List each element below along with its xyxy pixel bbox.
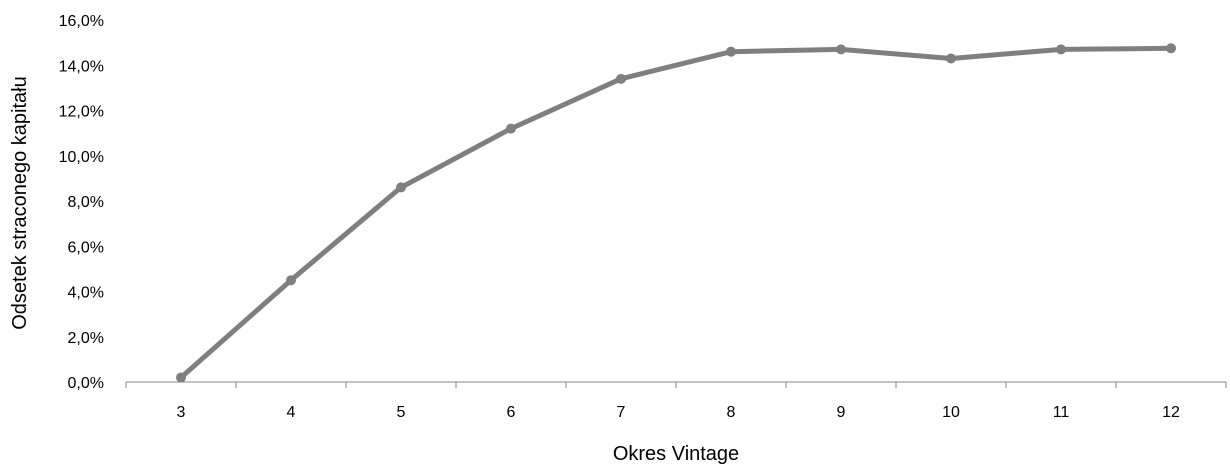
y-axis: 0,0% 2,0% 4,0% 6,0% 8,0% 10,0% 12,0% 14,0% 16,0% bbox=[59, 13, 104, 392]
x-tick-label: 10 bbox=[942, 404, 960, 421]
x-tick-label: 12 bbox=[1162, 404, 1180, 421]
data-point bbox=[506, 123, 516, 134]
y-tick-label: 8,0% bbox=[68, 194, 104, 211]
x-tick-label: 4 bbox=[287, 404, 296, 421]
data-point bbox=[396, 182, 406, 193]
y-tick-label: 0,0% bbox=[68, 375, 104, 392]
x-axis-title: Okres Vintage bbox=[613, 443, 739, 465]
y-tick-label: 14,0% bbox=[59, 58, 104, 75]
data-point bbox=[286, 275, 296, 286]
data-point bbox=[176, 372, 186, 383]
data-point bbox=[1166, 43, 1176, 54]
y-tick-label: 2,0% bbox=[68, 330, 104, 347]
y-tick-label: 12,0% bbox=[59, 104, 104, 121]
y-tick-label: 6,0% bbox=[68, 239, 104, 256]
y-axis-title: Odsetek straconego kapitału bbox=[9, 76, 31, 330]
data-point bbox=[616, 73, 626, 84]
x-tick-label: 8 bbox=[727, 404, 736, 421]
x-tick-label: 11 bbox=[1053, 404, 1070, 421]
data-point bbox=[946, 53, 956, 64]
x-tick-label: 9 bbox=[837, 404, 846, 421]
y-tick-label: 4,0% bbox=[68, 285, 104, 302]
series-layer bbox=[176, 43, 1176, 383]
y-tick-label: 10,0% bbox=[59, 149, 104, 166]
y-tick-label: 16,0% bbox=[59, 13, 104, 30]
x-axis: 3 4 5 6 7 8 9 10 11 12 bbox=[125, 381, 1227, 421]
data-point bbox=[1056, 44, 1066, 55]
data-point bbox=[726, 46, 736, 57]
series-line bbox=[178, 45, 1174, 380]
data-point bbox=[836, 44, 846, 55]
x-tick-label: 3 bbox=[177, 404, 186, 421]
x-tick-label: 5 bbox=[397, 404, 406, 421]
x-tick-label: 6 bbox=[507, 404, 516, 421]
x-tick-label: 7 bbox=[617, 404, 626, 421]
